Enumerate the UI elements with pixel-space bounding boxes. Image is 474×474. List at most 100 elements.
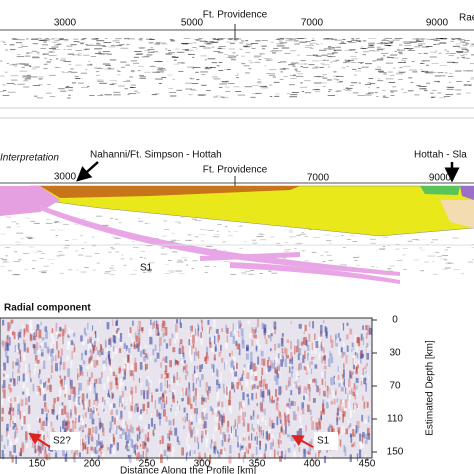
texture bbox=[108, 394, 111, 398]
texture bbox=[204, 271, 208, 273]
texture bbox=[102, 63, 111, 65]
texture bbox=[34, 95, 38, 97]
texture bbox=[211, 363, 213, 369]
annotation: S1 bbox=[317, 436, 330, 447]
texture bbox=[70, 68, 74, 70]
texture bbox=[63, 405, 67, 415]
texture bbox=[85, 69, 88, 71]
texture bbox=[379, 248, 386, 250]
texture bbox=[241, 339, 245, 349]
texture bbox=[288, 398, 290, 403]
texture bbox=[246, 43, 253, 45]
texture bbox=[110, 368, 113, 376]
texture bbox=[444, 249, 448, 251]
texture bbox=[98, 447, 102, 452]
texture bbox=[130, 364, 133, 373]
texture bbox=[26, 77, 31, 79]
texture bbox=[158, 336, 162, 346]
texture bbox=[119, 378, 123, 387]
texture bbox=[352, 68, 357, 70]
texture bbox=[241, 445, 244, 451]
texture bbox=[66, 45, 73, 47]
texture bbox=[221, 328, 223, 332]
texture bbox=[44, 449, 47, 459]
texture bbox=[294, 68, 298, 70]
texture bbox=[341, 406, 344, 414]
texture bbox=[128, 455, 130, 463]
texture bbox=[95, 378, 98, 384]
label: 7000 bbox=[301, 18, 324, 29]
texture bbox=[471, 247, 474, 249]
texture bbox=[93, 359, 97, 368]
texture bbox=[61, 328, 65, 337]
texture bbox=[96, 43, 101, 45]
texture bbox=[161, 323, 163, 332]
texture bbox=[248, 273, 254, 275]
texture bbox=[356, 40, 361, 42]
texture bbox=[386, 57, 394, 58]
texture bbox=[332, 391, 335, 399]
texture bbox=[184, 416, 186, 423]
texture bbox=[13, 84, 17, 86]
texture bbox=[42, 442, 44, 451]
texture bbox=[284, 248, 292, 250]
texture bbox=[362, 325, 364, 330]
texture bbox=[44, 342, 47, 349]
texture bbox=[255, 392, 257, 399]
texture bbox=[197, 220, 202, 222]
texture bbox=[204, 59, 207, 61]
texture bbox=[304, 260, 309, 262]
y-label: 0 bbox=[392, 315, 398, 326]
reflector-s1 bbox=[230, 262, 400, 284]
texture bbox=[297, 406, 300, 412]
texture bbox=[342, 247, 346, 248]
texture bbox=[239, 443, 241, 452]
texture bbox=[58, 333, 61, 337]
texture bbox=[66, 451, 68, 456]
texture bbox=[139, 76, 146, 78]
texture bbox=[172, 251, 178, 253]
texture bbox=[54, 222, 57, 223]
texture bbox=[147, 271, 152, 273]
texture bbox=[112, 40, 120, 42]
texture bbox=[243, 367, 245, 376]
texture bbox=[0, 40, 6, 42]
texture bbox=[335, 91, 339, 93]
texture bbox=[9, 64, 15, 66]
texture bbox=[126, 79, 131, 81]
texture bbox=[254, 366, 258, 371]
texture bbox=[70, 44, 77, 46]
texture bbox=[357, 67, 362, 69]
texture bbox=[159, 417, 161, 426]
texture bbox=[44, 57, 48, 59]
texture bbox=[197, 442, 199, 450]
texture bbox=[408, 69, 417, 71]
texture bbox=[428, 72, 437, 73]
texture bbox=[87, 64, 93, 66]
texture bbox=[80, 422, 84, 431]
texture bbox=[172, 418, 175, 426]
texture bbox=[115, 412, 119, 421]
texture bbox=[365, 370, 367, 375]
texture bbox=[59, 375, 62, 379]
texture bbox=[115, 330, 119, 334]
texture bbox=[2, 42, 6, 43]
texture bbox=[102, 444, 104, 448]
texture bbox=[182, 360, 184, 365]
texture bbox=[390, 94, 395, 96]
texture bbox=[18, 47, 23, 49]
texture bbox=[125, 421, 127, 425]
texture bbox=[75, 78, 83, 79]
texture bbox=[322, 347, 325, 354]
texture bbox=[87, 407, 90, 413]
texture bbox=[110, 437, 112, 445]
texture bbox=[290, 50, 297, 52]
texture bbox=[395, 244, 400, 245]
texture bbox=[12, 426, 15, 430]
texture bbox=[151, 392, 153, 399]
texture bbox=[448, 262, 454, 264]
texture bbox=[80, 235, 83, 237]
texture bbox=[68, 394, 71, 400]
texture bbox=[347, 89, 350, 90]
texture bbox=[171, 378, 173, 386]
